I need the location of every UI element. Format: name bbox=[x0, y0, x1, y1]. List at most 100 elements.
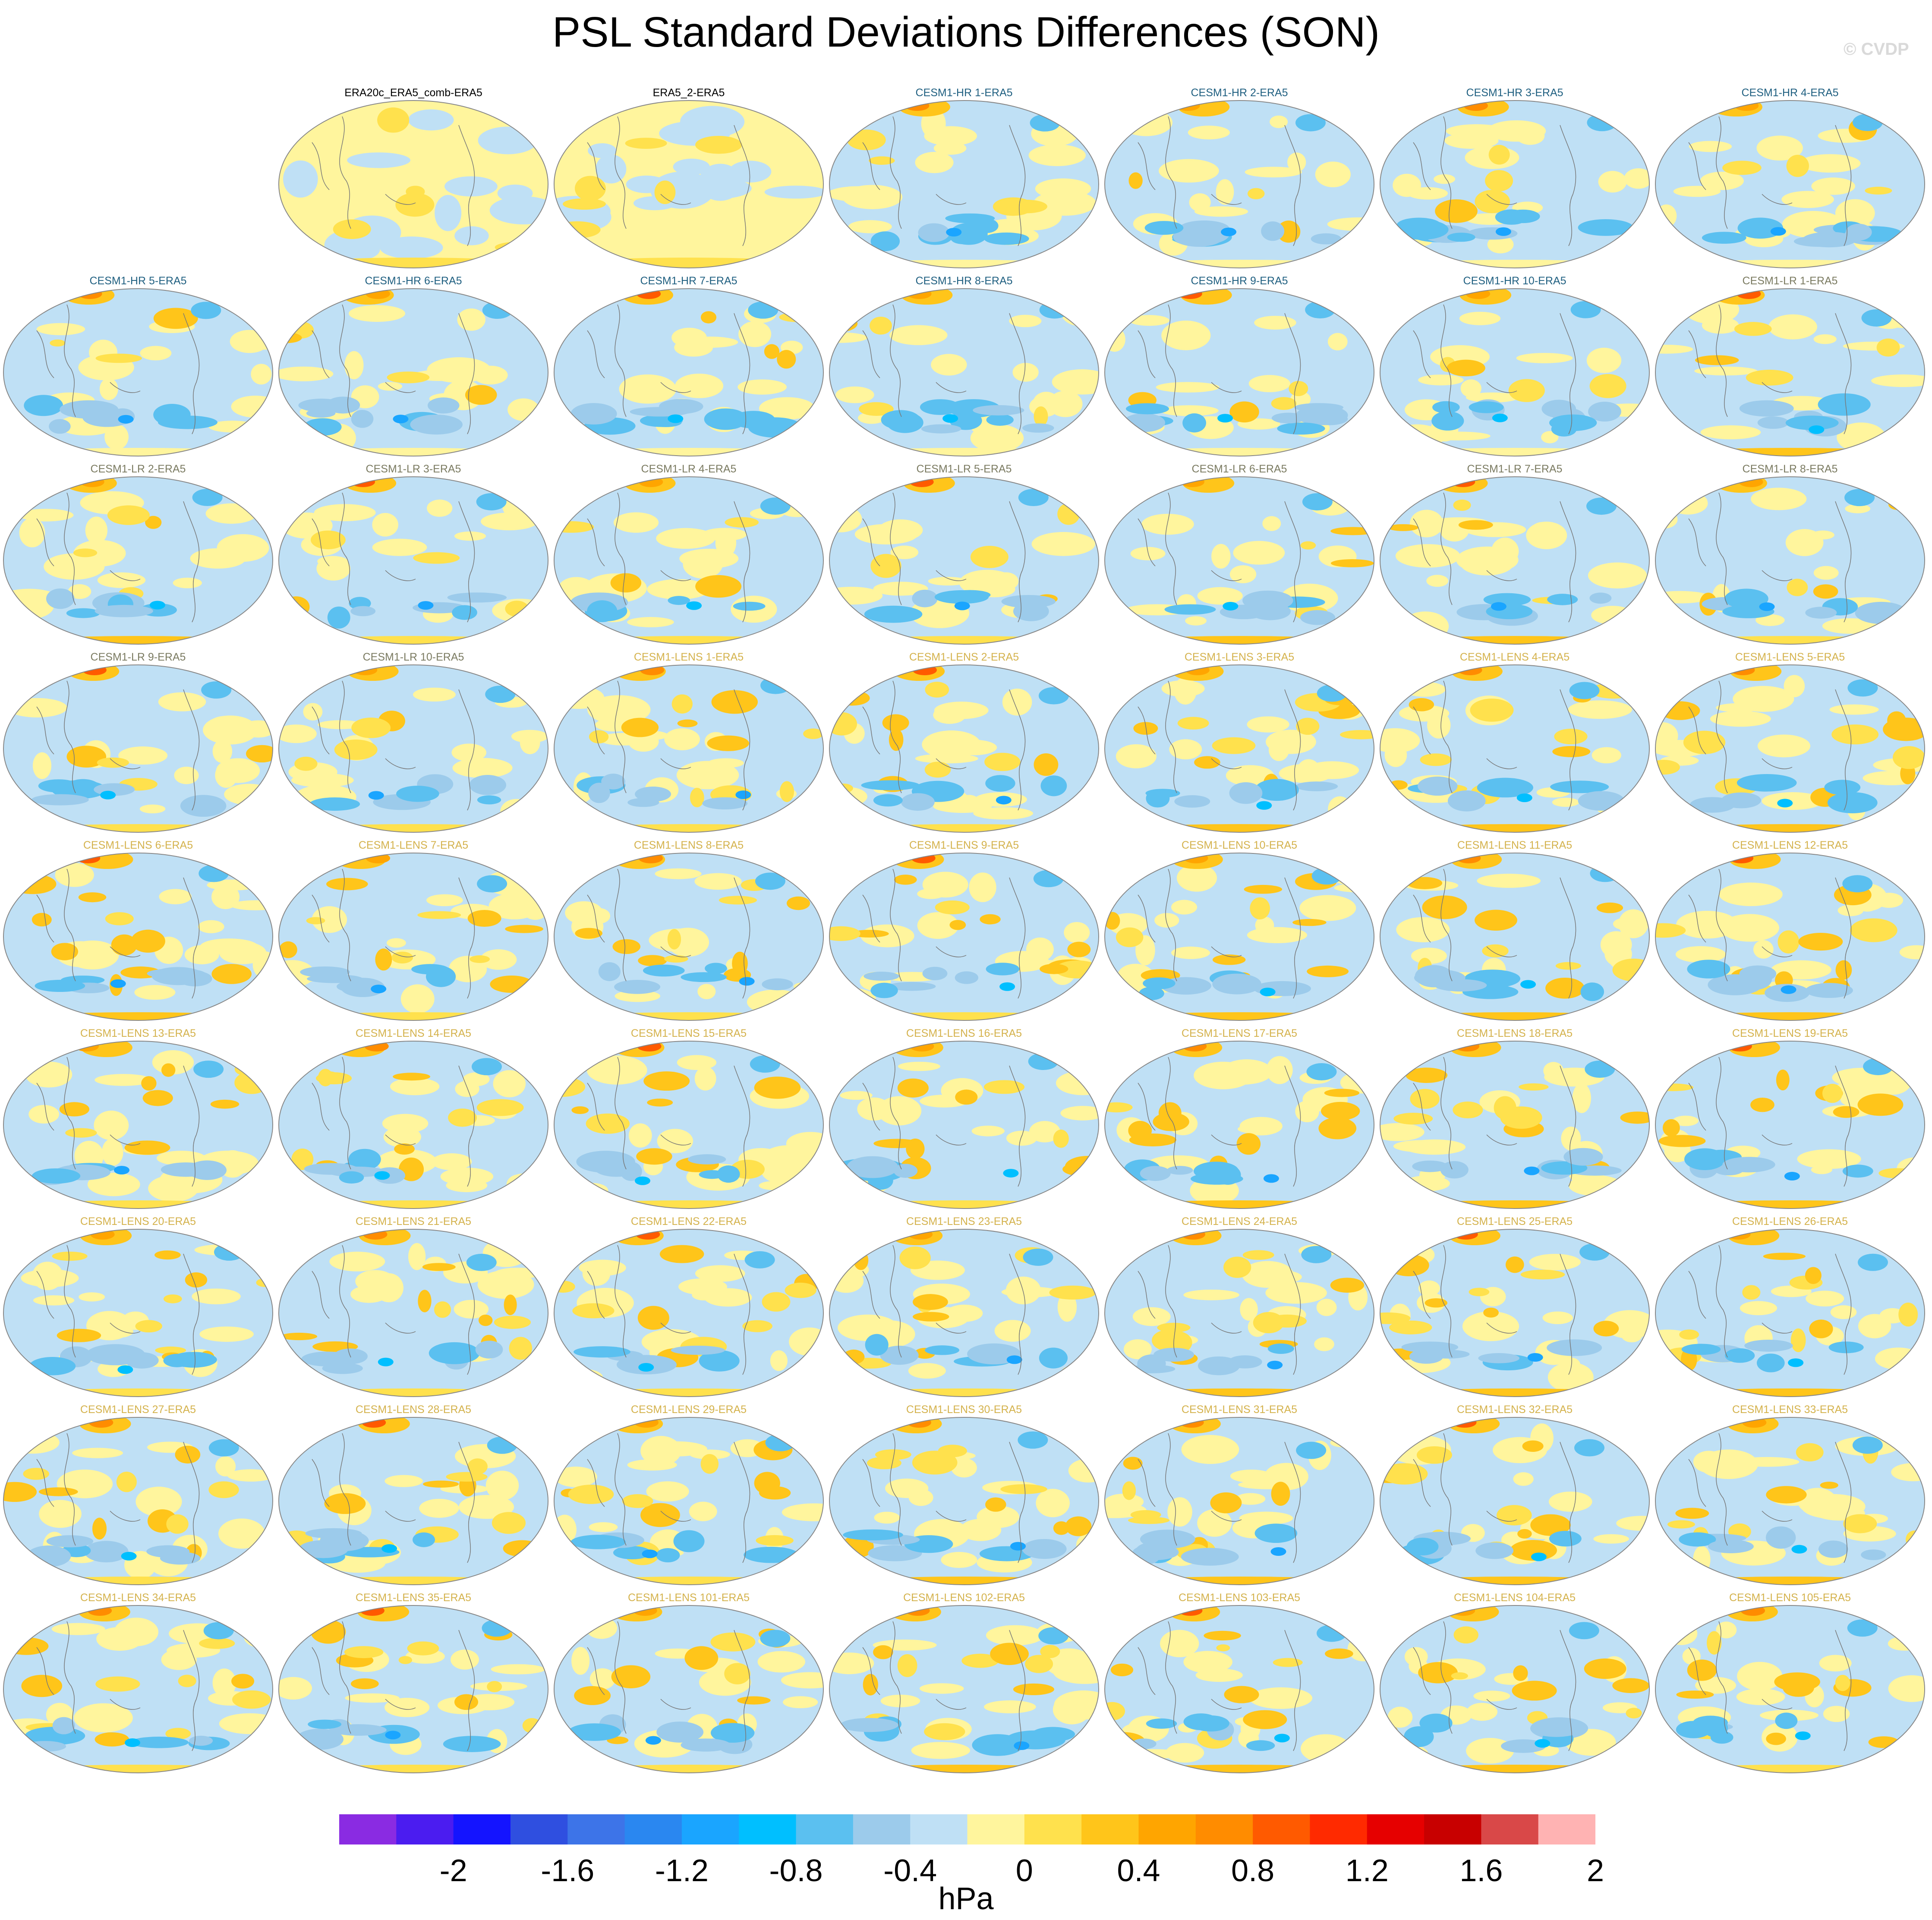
panel-label: CESM1-LENS 19-ERA5 bbox=[1732, 1027, 1848, 1039]
positive-anomaly-region bbox=[1588, 562, 1647, 589]
negative-anomaly-region bbox=[1681, 1344, 1721, 1355]
arctic-anomaly-core bbox=[1729, 853, 1754, 863]
positive-anomaly-region bbox=[385, 1475, 423, 1487]
world-map bbox=[829, 1417, 1099, 1585]
positive-anomaly-region bbox=[1141, 513, 1194, 535]
positive-anomaly-region bbox=[135, 1320, 162, 1333]
map-outline bbox=[1104, 100, 1374, 268]
map-outline bbox=[3, 476, 273, 645]
positive-anomaly-region bbox=[1388, 524, 1418, 531]
negative-anomaly-region bbox=[748, 301, 778, 319]
negative-anomaly-region bbox=[191, 302, 221, 319]
positive-anomaly-region bbox=[1242, 1250, 1274, 1260]
positive-anomaly-region bbox=[224, 784, 273, 805]
map-panel: CESM1-LENS 24-ERA5 bbox=[1101, 1215, 1377, 1401]
map-outline bbox=[1104, 1605, 1374, 1773]
positive-anomaly-region bbox=[984, 752, 1021, 771]
positive-anomaly-region bbox=[74, 1703, 133, 1733]
positive-anomaly-region bbox=[303, 703, 323, 721]
map-panel: CESM1-HR 1-ERA5 bbox=[826, 86, 1102, 272]
negative-anomaly-region bbox=[1137, 1354, 1166, 1373]
positive-anomaly-region bbox=[1315, 161, 1351, 188]
map-outline bbox=[829, 664, 1099, 833]
positive-anomaly-region bbox=[897, 1654, 917, 1678]
positive-anomaly-region bbox=[234, 1071, 269, 1094]
panel-label: CESM1-LENS 8-ERA5 bbox=[633, 839, 744, 851]
negative-anomaly-region bbox=[1589, 592, 1612, 604]
panel-label: CESM1-LENS 35-ERA5 bbox=[355, 1592, 472, 1604]
positive-anomaly-region bbox=[676, 761, 739, 790]
panel-label: CESM1-LENS 3-ERA5 bbox=[1184, 651, 1295, 663]
map-panel: ERA5_2-ERA5 bbox=[551, 86, 827, 272]
positive-anomaly-region bbox=[1796, 1443, 1824, 1462]
negative-anomaly-region bbox=[193, 1061, 224, 1078]
positive-anomaly-region bbox=[155, 1346, 186, 1354]
positive-anomaly-region bbox=[1403, 1139, 1466, 1155]
positive-anomaly-region bbox=[1031, 532, 1096, 556]
positive-anomaly-region bbox=[1053, 1130, 1069, 1148]
positive-anomaly-region bbox=[898, 1061, 940, 1071]
negative-anomaly-region bbox=[1301, 1246, 1332, 1263]
map-outline bbox=[278, 1605, 548, 1773]
colorbar-swatch bbox=[1138, 1814, 1196, 1844]
negative-anomaly-region bbox=[1215, 1165, 1241, 1185]
negative-anomaly-region bbox=[1756, 1353, 1785, 1372]
negative-anomaly-region bbox=[568, 1723, 621, 1741]
positive-anomaly-region bbox=[689, 1501, 717, 1521]
positive-anomaly-region bbox=[989, 219, 1029, 231]
positive-anomaly-region bbox=[4, 1637, 49, 1655]
negative-anomaly-region bbox=[671, 1345, 725, 1355]
positive-anomaly-region bbox=[477, 1270, 534, 1299]
positive-anomaly-region bbox=[1166, 1743, 1204, 1763]
positive-anomaly-region bbox=[1547, 1362, 1594, 1392]
colorbar-swatch bbox=[396, 1814, 454, 1844]
coastline bbox=[1413, 492, 1576, 623]
positive-anomaly-region bbox=[427, 499, 453, 517]
positive-anomaly-region bbox=[1520, 1269, 1565, 1280]
colorbar-tick-labels: -2 -1.6 -1.2 -0.8 -0.4 0 0.4 0.8 1.2 1.6 2 bbox=[0, 1853, 1932, 1892]
positive-anomaly-region bbox=[1658, 1135, 1706, 1147]
positive-anomaly-region bbox=[1593, 1321, 1619, 1337]
negative-anomaly-region bbox=[1702, 232, 1746, 244]
positive-anomaly-region bbox=[1790, 1328, 1806, 1352]
positive-anomaly-region bbox=[3, 1482, 37, 1502]
positive-anomaly-region bbox=[870, 316, 892, 335]
negative-anomaly-region bbox=[643, 964, 685, 977]
panel-label: CESM1-LENS 103-ERA5 bbox=[1178, 1592, 1301, 1604]
positive-anomaly-region bbox=[386, 938, 406, 948]
positive-anomaly-region bbox=[894, 875, 917, 885]
negative-anomaly-region bbox=[1018, 1431, 1048, 1449]
positive-anomaly-region bbox=[1012, 363, 1039, 382]
positive-anomaly-region bbox=[95, 1676, 140, 1692]
positive-anomaly-region bbox=[1065, 1516, 1092, 1536]
negative-anomaly-region bbox=[705, 963, 727, 974]
negative-anomaly-region bbox=[760, 497, 791, 515]
map-panel: CESM1-LR 6-ERA5 bbox=[1101, 463, 1377, 648]
negative-anomaly-region bbox=[298, 398, 345, 412]
positive-anomaly-region bbox=[73, 548, 98, 557]
positive-anomaly-region bbox=[667, 929, 681, 950]
negative-anomaly-region bbox=[1495, 209, 1528, 225]
positive-anomaly-region bbox=[934, 702, 989, 719]
negative-anomaly-core bbox=[371, 985, 387, 994]
positive-anomaly-region bbox=[1689, 494, 1708, 510]
positive-anomaly-region bbox=[1009, 315, 1042, 327]
map-panel: CESM1-LR 2-ERA5 bbox=[0, 463, 276, 648]
negative-anomaly-region bbox=[1818, 393, 1871, 416]
negative-anomaly-region bbox=[1271, 412, 1305, 424]
positive-anomaly-region bbox=[448, 1108, 477, 1127]
positive-anomaly-region bbox=[419, 1498, 459, 1518]
positive-anomaly-region bbox=[87, 1173, 140, 1196]
positive-anomaly-region bbox=[1174, 677, 1197, 705]
positive-anomaly-region bbox=[1416, 1446, 1452, 1464]
positive-anomaly-region bbox=[980, 914, 1001, 925]
negative-anomaly-region bbox=[411, 964, 449, 975]
positive-anomaly-region bbox=[1230, 1470, 1273, 1483]
positive-anomaly-region bbox=[1183, 1289, 1239, 1300]
positive-anomaly-region bbox=[1552, 746, 1591, 758]
world-map bbox=[1380, 853, 1650, 1021]
map-panel: CESM1-LENS 5-ERA5 bbox=[1652, 651, 1928, 836]
positive-anomaly-region bbox=[1512, 1681, 1557, 1701]
map-panel: CESM1-LENS 26-ERA5 bbox=[1652, 1215, 1928, 1401]
negative-anomaly-core bbox=[686, 601, 702, 610]
